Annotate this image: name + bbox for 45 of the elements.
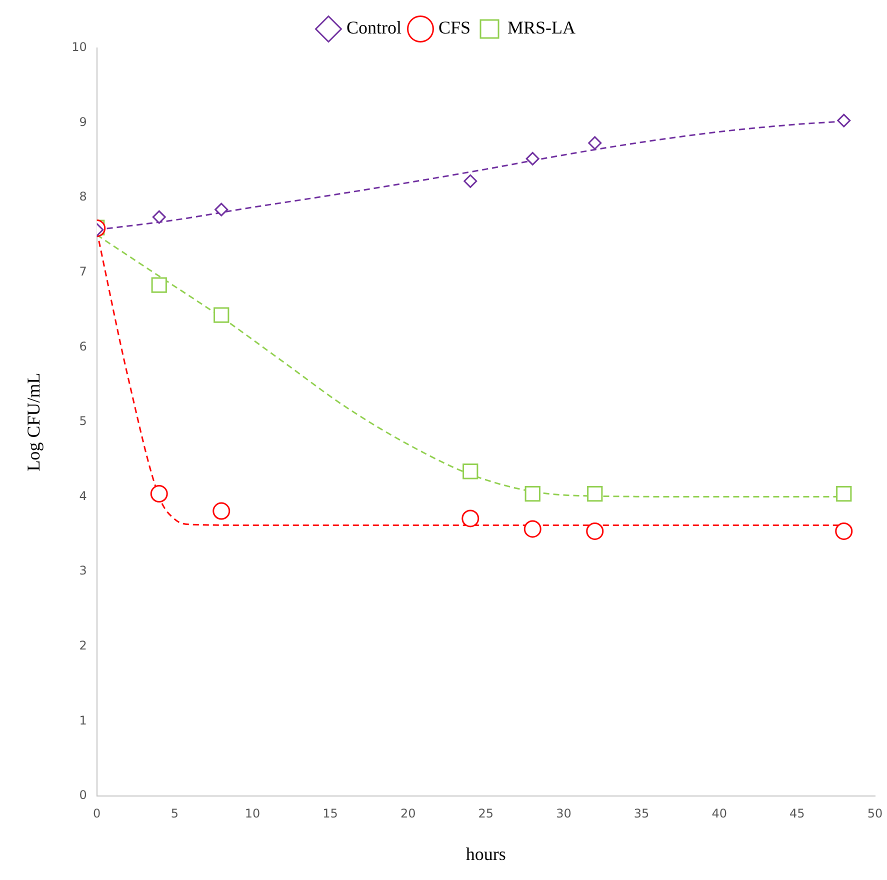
- point: [524, 520, 542, 538]
- y-tick-label: 6: [79, 339, 87, 354]
- point: [835, 522, 853, 540]
- point: [212, 502, 230, 520]
- point: [462, 464, 478, 480]
- x-tick-label: 45: [790, 806, 805, 820]
- point: [214, 202, 228, 216]
- y-tick-label: 10: [72, 40, 87, 54]
- y-tick-label: 2: [79, 638, 87, 653]
- y-tick-label: 9: [79, 114, 87, 129]
- y-tick-label: 4: [79, 488, 87, 503]
- x-tick-label: 50: [867, 806, 883, 820]
- point: [464, 174, 478, 188]
- y-axis-title: Log CFU/mL: [24, 372, 44, 472]
- point: [837, 114, 851, 128]
- legend-label: MRS-LA: [508, 18, 576, 38]
- legend-label: Control: [346, 18, 402, 38]
- x-tick-label: 30: [556, 806, 572, 820]
- legend-label: CFS: [438, 18, 471, 38]
- x-tick-label: 35: [634, 806, 650, 820]
- x-tick-label: 15: [322, 806, 338, 820]
- x-tick-label: 10: [244, 806, 260, 820]
- y-tick-label: 7: [79, 264, 87, 279]
- x-tick-label: 20: [400, 806, 416, 820]
- y-tick-label: 8: [79, 190, 87, 204]
- point: [150, 485, 168, 503]
- y-tick-label: 3: [79, 564, 87, 578]
- point: [836, 486, 852, 502]
- x-tick-label: 40: [712, 806, 728, 820]
- point: [152, 210, 166, 224]
- point: [526, 152, 540, 166]
- point: [462, 510, 480, 528]
- x-tick-label: 25: [478, 806, 494, 820]
- point: [151, 277, 167, 293]
- x-tick-label: 5: [170, 806, 179, 820]
- point: [587, 486, 603, 502]
- y-tick-label: 1: [79, 713, 87, 728]
- point: [586, 522, 604, 540]
- y-tick-label: 0: [79, 788, 87, 802]
- x-axis-title: hours: [466, 844, 506, 864]
- x-tick-label: 0: [93, 806, 101, 820]
- point: [214, 307, 230, 323]
- y-tick-label: 5: [79, 414, 87, 428]
- point: [524, 486, 540, 502]
- point: [588, 136, 602, 150]
